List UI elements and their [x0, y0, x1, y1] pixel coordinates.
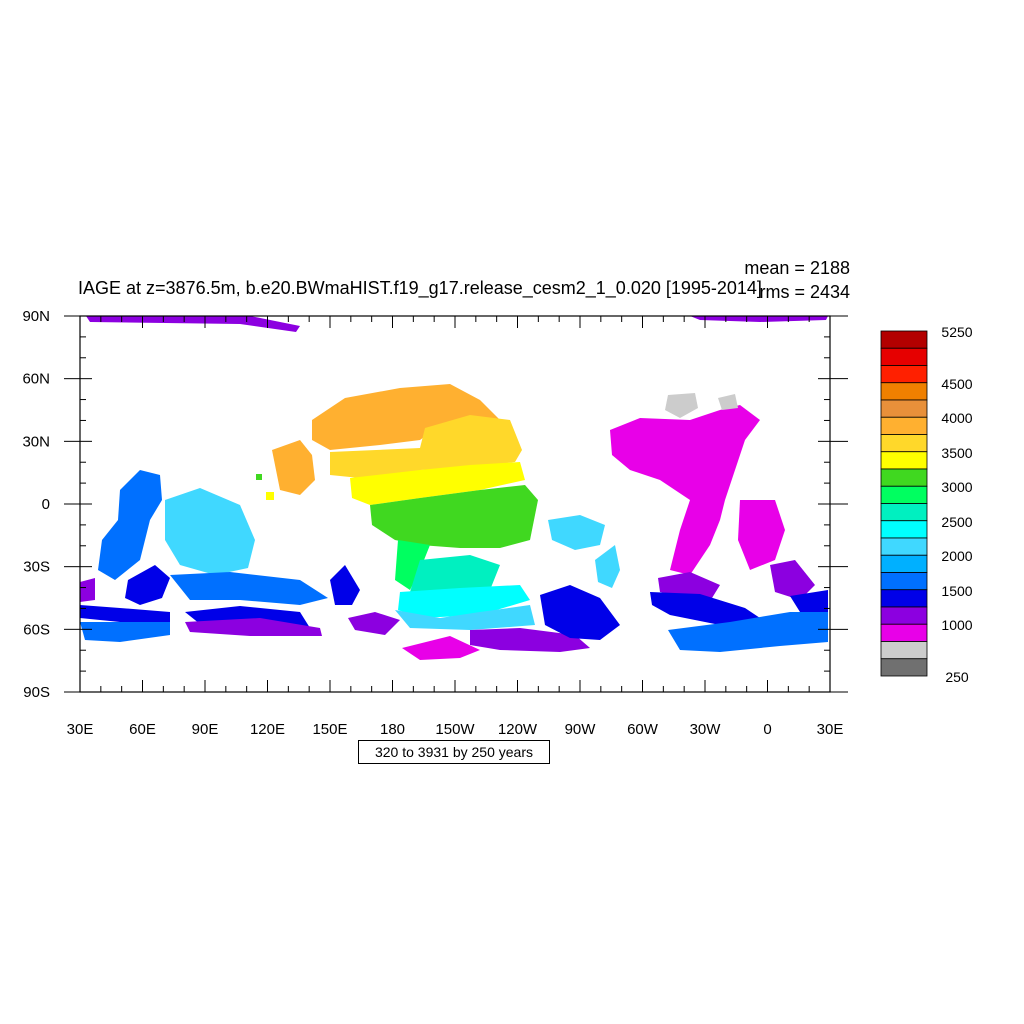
colorbar-label: 1000	[941, 617, 972, 633]
field-arctic-east	[690, 316, 828, 322]
field-southern-west	[80, 622, 170, 642]
colorbar-label: 4500	[941, 376, 972, 392]
field-atlantic-gray	[665, 393, 698, 418]
stat-rms: rms = 2434	[759, 282, 850, 302]
colorbar-label: 2000	[941, 548, 972, 564]
colorbar-swatch	[880, 658, 928, 677]
field-small-green	[256, 474, 262, 480]
map-field	[80, 316, 828, 660]
field-south-pacific-aqua	[410, 555, 500, 595]
colorbar-swatch	[880, 434, 928, 453]
field-southern-ocean-east	[668, 612, 828, 652]
field-south-atlantic-blue	[650, 592, 760, 625]
field-central-pacific-gold	[330, 448, 420, 478]
colorbar-swatch	[880, 554, 928, 573]
field-antarctic-west-bit	[80, 578, 95, 602]
x-tick-label: 30W	[690, 721, 722, 738]
stat-mean: mean = 2188	[744, 258, 850, 278]
field-north-pacific-gold	[420, 415, 522, 470]
field-south-atlantic-blue-east	[790, 590, 828, 612]
field-south-pacific-lightblue	[395, 605, 535, 630]
colorbar-swatch	[880, 537, 928, 556]
colorbar-swatch	[880, 330, 928, 349]
field-west-pacific-orange	[272, 440, 315, 495]
field-angola-basin	[595, 545, 620, 588]
field-pacific-teal	[395, 540, 430, 590]
field-antarctic-magenta	[402, 636, 480, 660]
contour-info-box: 320 to 3931 by 250 years	[358, 740, 550, 764]
field-south-atlantic-purple-east	[770, 560, 815, 600]
x-tick-label: 60W	[627, 721, 659, 738]
x-tick-label: 0	[763, 721, 771, 738]
colorbar-swatch	[880, 503, 928, 522]
y-tick-label: 90S	[23, 684, 50, 701]
field-ross-purple	[348, 612, 400, 635]
x-tick-label: 120W	[498, 721, 538, 738]
colorbar-swatch	[880, 520, 928, 539]
y-tick-label: 60S	[23, 621, 50, 638]
colorbar-label: 5250	[941, 324, 972, 340]
field-antarctic-purple	[470, 628, 590, 652]
field-pacific-yellow	[350, 462, 525, 505]
field-indian-deep	[125, 565, 170, 605]
x-tick-label: 150E	[312, 721, 347, 738]
y-tick-label: 0	[42, 496, 50, 513]
y-tick-label: 30S	[23, 559, 50, 576]
x-tick-label: 90E	[192, 721, 219, 738]
colorbar: 5250 4500 4000 3500 3000 2500 2000 1500 1000 250	[880, 324, 973, 685]
colorbar-label: 4000	[941, 410, 972, 426]
x-tick-label: 120E	[250, 721, 285, 738]
field-south-pacific-blue	[540, 585, 620, 640]
colorbar-swatch	[880, 399, 928, 418]
x-tick-label: 30E	[67, 721, 94, 738]
colorbar-swatch	[880, 623, 928, 642]
field-tasman	[330, 565, 360, 605]
colorbar-label: 1500	[941, 583, 972, 599]
colorbar-label: 3500	[941, 445, 972, 461]
colorbar-label: 3000	[941, 479, 972, 495]
y-tick-label: 30N	[22, 433, 50, 450]
colorbar-swatch	[880, 451, 928, 470]
field-south-indian-band	[80, 605, 170, 624]
colorbar-swatch	[880, 365, 928, 384]
colorbar-swatch	[880, 572, 928, 591]
y-tick-label: 60N	[22, 371, 50, 388]
field-indian-south	[170, 572, 328, 605]
field-brazil-basin	[548, 515, 605, 550]
chart-title: IAGE at z=3876.5m, b.e20.BWmaHIST.f19_g1…	[78, 278, 762, 299]
x-tick-label: 30E	[817, 721, 844, 738]
colorbar-swatch	[880, 468, 928, 487]
y-axis: 90N 60N 30N 0 30S 60S 90S	[22, 308, 848, 701]
field-small-yellow	[266, 492, 274, 500]
x-tick-label: 150W	[435, 721, 475, 738]
field-south-australia-purple	[185, 618, 322, 636]
colorbar-swatch	[880, 589, 928, 608]
colorbar-swatch	[880, 382, 928, 401]
colorbar-swatch	[880, 416, 928, 435]
field-indian-central	[165, 488, 255, 575]
colorbar-label: 250	[945, 669, 969, 685]
field-north-pacific-orange	[312, 384, 500, 450]
colorbar-swatch	[880, 606, 928, 625]
colorbar-label: 2500	[941, 514, 972, 530]
field-pacific-green	[370, 485, 538, 548]
field-atlantic-magenta-south	[738, 500, 785, 570]
y-tick-label: 90N	[22, 308, 50, 325]
x-tick-label: 60E	[129, 721, 156, 738]
colorbar-swatch	[880, 641, 928, 660]
field-atlantic-gray-east	[718, 394, 738, 410]
field-atlantic-magenta	[610, 405, 760, 575]
x-tick-label: 180	[380, 721, 405, 738]
x-axis: 30E 60E 90E 120E 150E 180 150W 120W 90W 60W 30W 0 30…	[67, 316, 844, 738]
x-tick-label: 90W	[565, 721, 597, 738]
field-south-atlantic-purple	[658, 572, 720, 598]
colorbar-swatch	[880, 485, 928, 504]
colorbar-swatch	[880, 347, 928, 366]
field-indian-west	[98, 470, 162, 580]
